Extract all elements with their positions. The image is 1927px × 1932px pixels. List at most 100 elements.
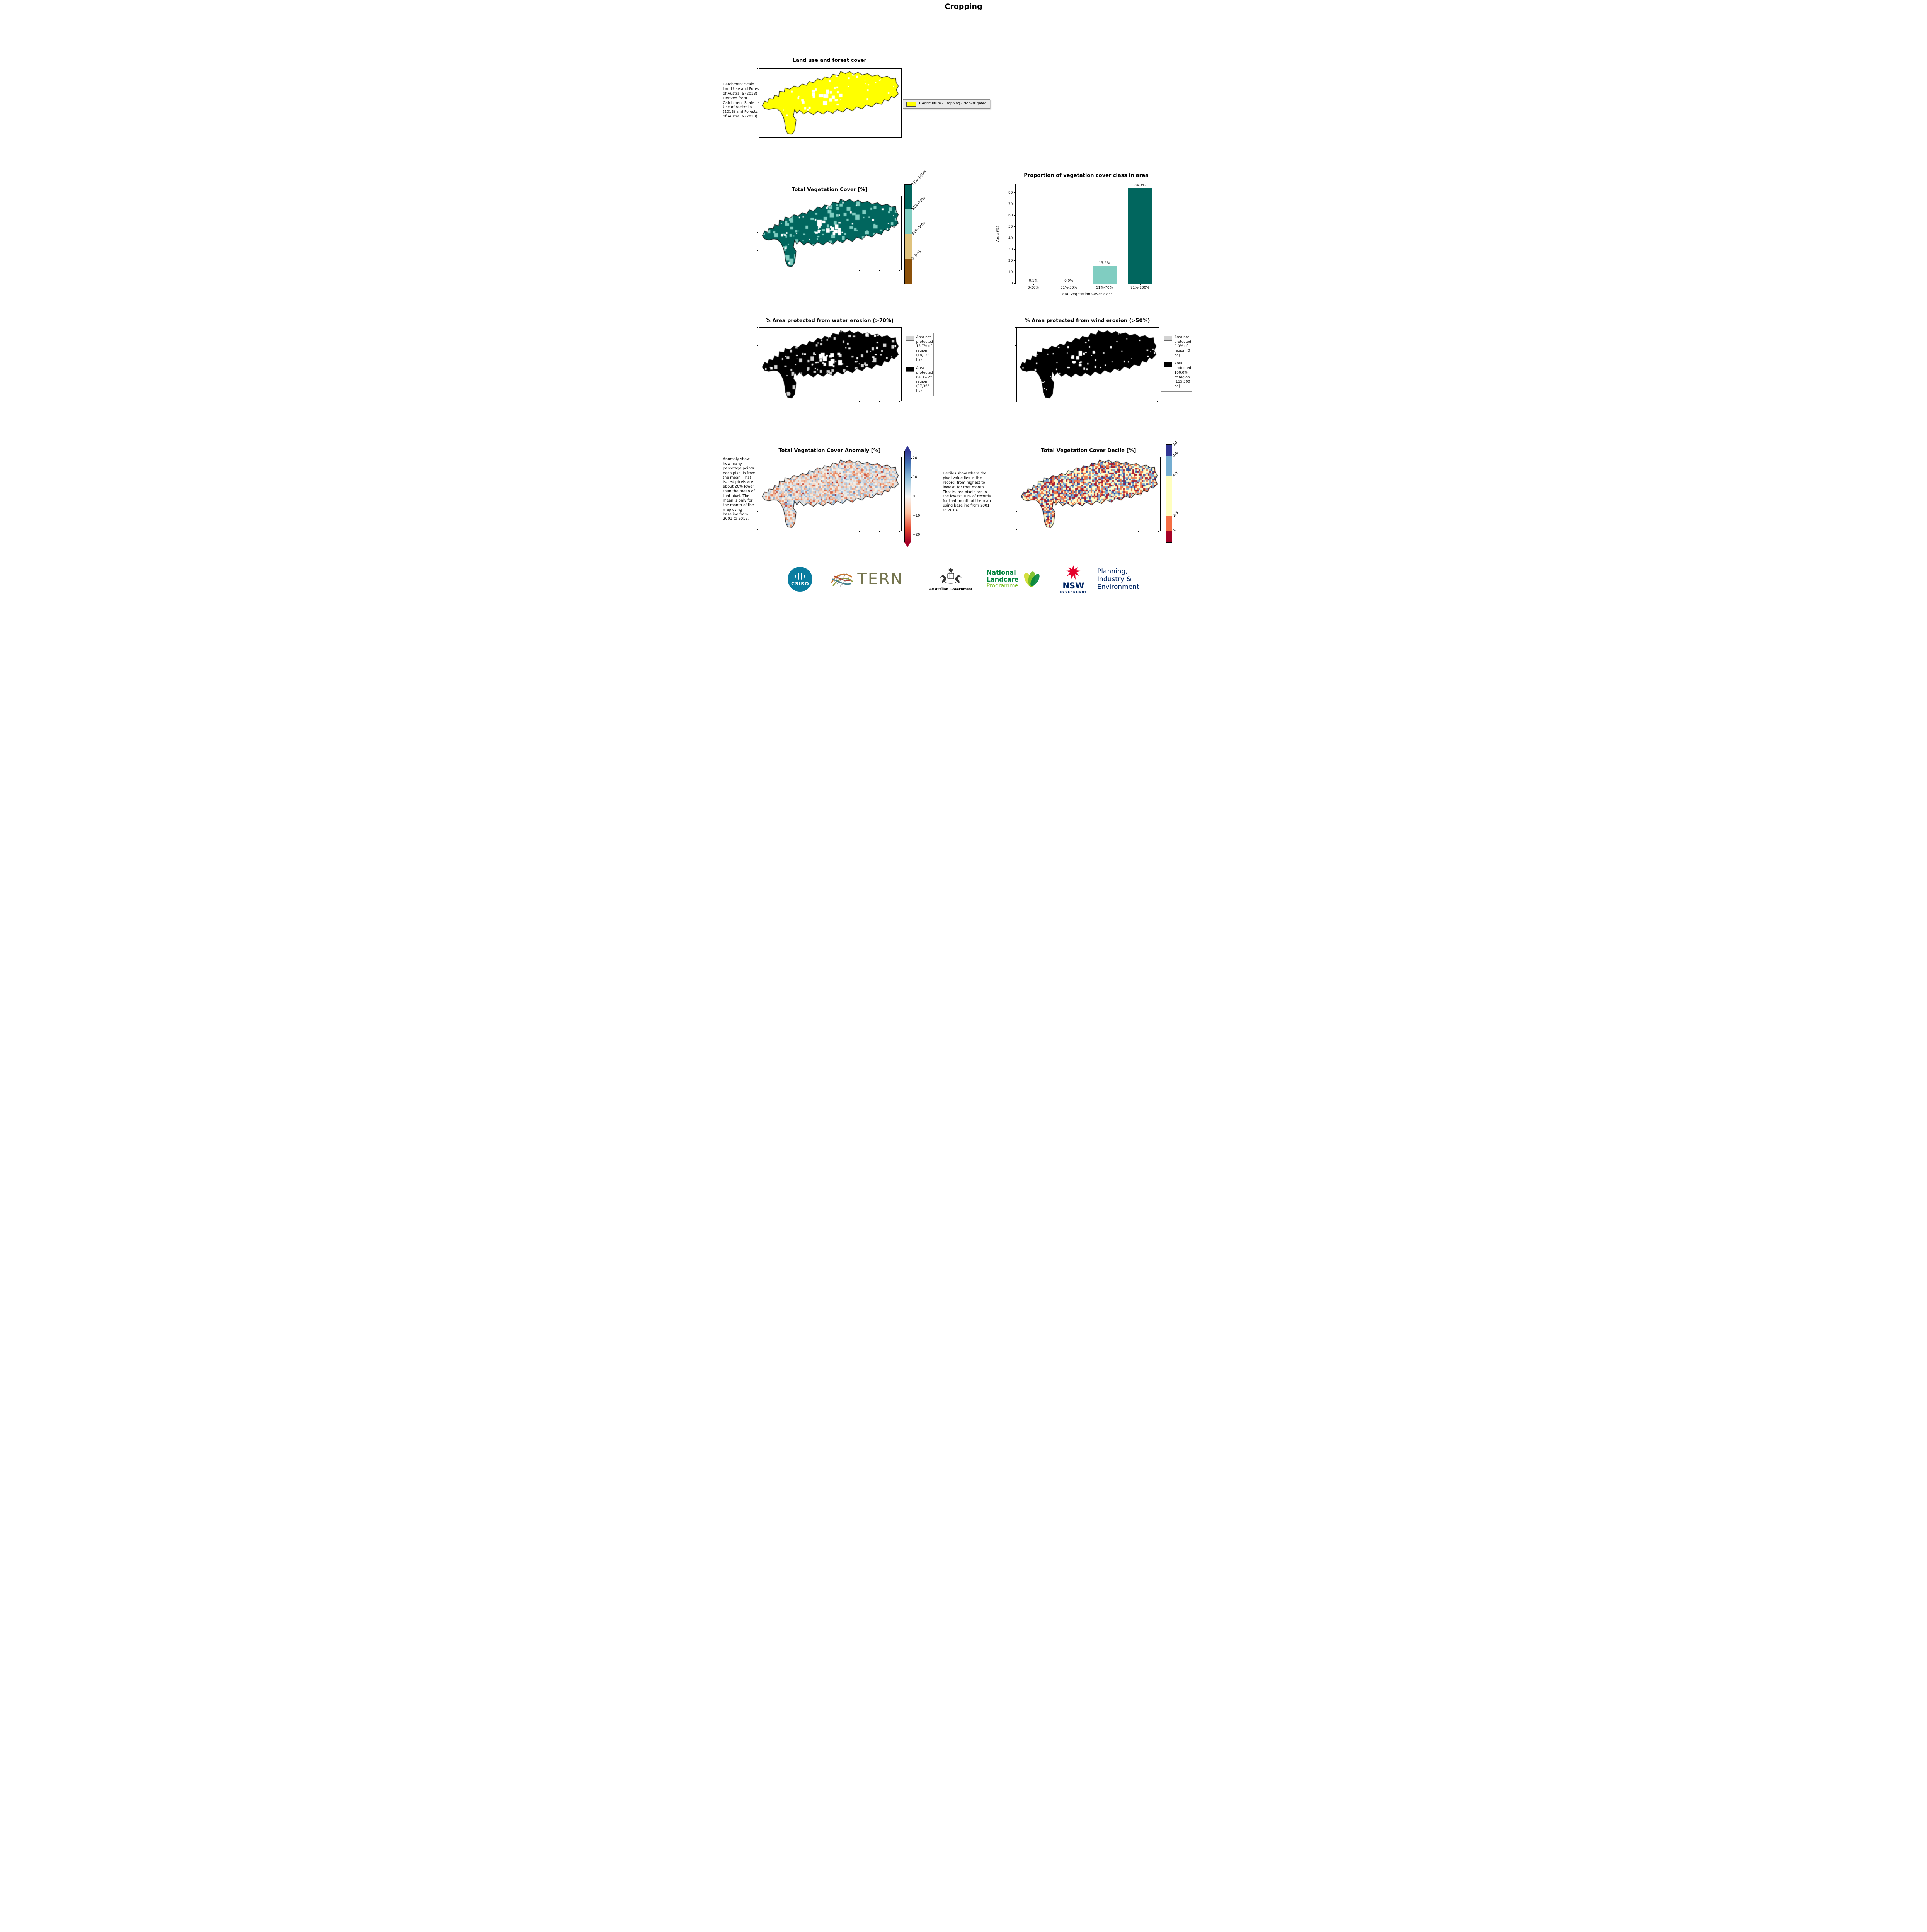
colorbar-segment-label: 71%-100% <box>910 169 928 187</box>
colorbar-segment-label: 1 <box>1171 527 1176 532</box>
anomaly-map-canvas <box>759 457 901 531</box>
legend-entry: Area not protected 15.7% of region (18,1… <box>905 335 933 362</box>
colorbar-segment-label: 8-9 <box>1171 451 1179 459</box>
axis-ticks <box>1017 531 1160 532</box>
colorbar-segment: 51%-70% <box>904 196 926 234</box>
wind-legend: Area not protected 0.0% of region (0 ha)… <box>1161 333 1192 392</box>
nsw-wordmark: NSW <box>1062 581 1084 590</box>
y-tick-label: 70 <box>1008 202 1013 206</box>
bar-value-label: 0.1% <box>1029 279 1038 283</box>
landuse-map <box>758 68 902 138</box>
tern-scribble-icon <box>831 573 853 587</box>
wind-protected-swatch <box>1163 362 1172 367</box>
bar-71%-100% <box>1128 188 1152 284</box>
y-tick-mark <box>1014 226 1016 227</box>
chart-xlabel: Total Vegetation Cover class <box>1061 292 1113 296</box>
national-landcare-logo: National Landcare Programme <box>987 568 1041 590</box>
decile-map <box>1017 457 1161 531</box>
anomaly-note: Anomaly show how many percetage points e… <box>723 457 756 521</box>
nlp-word-landcare: Landcare <box>986 575 1019 583</box>
water-notprotected-label: Area not protected 15.7% of region (18,1… <box>916 335 933 362</box>
vegcover-colorbar: 71%-100% 51%-70% 31%-50% 0-30% <box>904 170 928 284</box>
colorbar-tick-mark <box>910 477 912 478</box>
vegcover-bar-chart: Area (%) Total Vegetation Cover class 0 1… <box>996 183 1158 296</box>
x-tick-label: 31%-50% <box>1060 286 1078 290</box>
y-tick-mark <box>1014 249 1016 250</box>
axis-ticks <box>758 401 901 402</box>
report-page: Cropping Land use and forest cover Catch… <box>722 0 1205 617</box>
bar-51%-70% <box>1092 266 1117 284</box>
y-tick-mark <box>1014 215 1016 216</box>
legend-entry: Area not protected 0.0% of region (0 ha) <box>1163 335 1192 358</box>
page-title: Cropping <box>945 2 982 11</box>
colorbar-segment: 1 <box>1166 528 1176 542</box>
dpie-line-planning: Planning, <box>1097 567 1128 575</box>
colorbar-segment: 2-3 <box>1166 510 1179 531</box>
y-tick-mark <box>1014 192 1016 193</box>
colorbar-segment-label: 51%-70% <box>910 196 926 211</box>
bar-value-label: 84.3% <box>1134 183 1146 187</box>
y-tick-label: 50 <box>1008 225 1013 229</box>
colorbar-segment: 4-7 <box>1166 471 1179 516</box>
colorbar-down-arrow <box>904 542 911 547</box>
nsw-government-label: GOVERNMENT <box>1059 590 1088 594</box>
landuse-legend-label: 1 Agriculture - Cropping - Non-irrigated <box>918 102 987 106</box>
colorbar-segment: 31%-50% <box>904 221 926 259</box>
wind-notprotected-swatch <box>1163 336 1172 341</box>
wind-title: % Area protected from wind erosion (>50%… <box>1025 318 1150 324</box>
colorbar-up-arrow <box>904 446 911 451</box>
colorbar-segment: 8-9 <box>1166 451 1179 476</box>
water-protected-swatch <box>905 367 914 372</box>
colorbar-segment-label: 0-30% <box>910 249 922 261</box>
landuse-legend-swatch <box>906 102 916 107</box>
waratah-icon <box>1066 565 1081 580</box>
axis-ticks <box>758 270 901 271</box>
y-tick-label: 20 <box>1008 259 1013 263</box>
axis-ticks <box>757 196 758 269</box>
dpie-wordmark: Planning, Industry & Environment <box>1097 568 1139 591</box>
y-tick-label: 10 <box>1008 270 1013 274</box>
landuse-map-canvas <box>759 69 901 137</box>
dpie-line-environment: Environment <box>1097 583 1139 591</box>
landcare-leaves-icon <box>1024 571 1040 587</box>
wind-notprotected-label: Area not protected 0.0% of region (0 ha) <box>1174 335 1192 357</box>
decile-note: Deciles show where the pixel value lies … <box>943 471 991 512</box>
axis-ticks <box>758 137 901 138</box>
x-tick-label: 51%-70% <box>1096 286 1113 290</box>
bar-value-label: 0.0% <box>1064 279 1073 283</box>
colorbar-tick-label: −20 <box>912 533 920 537</box>
landuse-legend: 1 Agriculture - Cropping - Non-irrigated <box>902 99 990 109</box>
water-protected-label: Area protected 84.3% of region (97,366 h… <box>916 366 933 393</box>
wind-map-canvas <box>1016 328 1159 401</box>
coat-of-arms-icon <box>940 568 962 584</box>
landuse-title: Land use and forest cover <box>793 58 866 63</box>
csiro-wordmark: CSIRO <box>791 581 809 587</box>
csiro-wave-icon <box>795 572 805 580</box>
axis-ticks <box>1016 401 1159 402</box>
colorbar-segment: 0-30% <box>904 250 922 284</box>
footer-logos: CSIRO TERN <box>723 565 1205 594</box>
y-tick-label: 0 <box>1010 282 1013 286</box>
nsw-government-logo: NSW GOVERNMENT <box>1060 565 1087 594</box>
y-tick-mark <box>1014 260 1016 261</box>
colorbar-tick-mark <box>910 458 912 459</box>
axis-ticks <box>757 457 758 530</box>
chart-title: Proportion of vegetation cover class in … <box>1024 173 1149 179</box>
chart-ylabel: Area (%) <box>996 226 1000 242</box>
vegcover-map <box>758 196 902 270</box>
decile-title: Total Vegetation Cover Decile [%] <box>1041 448 1136 454</box>
bar-value-label: 15.6% <box>1099 261 1110 265</box>
colorbar-tick-label: 10 <box>912 475 917 480</box>
water-legend: Area not protected 15.7% of region (18,1… <box>902 333 934 396</box>
axis-ticks <box>1015 327 1016 401</box>
water-map <box>758 327 902 401</box>
vegcover-map-canvas <box>759 196 901 270</box>
y-tick-label: 60 <box>1008 214 1013 218</box>
nlp-word-national: National <box>986 569 1016 576</box>
y-tick-label: 80 <box>1008 191 1013 195</box>
axis-ticks <box>1016 457 1017 530</box>
axis-ticks <box>758 531 901 532</box>
axis-ticks <box>757 68 758 137</box>
decile-map-canvas <box>1018 457 1160 531</box>
axis-ticks <box>757 327 758 401</box>
